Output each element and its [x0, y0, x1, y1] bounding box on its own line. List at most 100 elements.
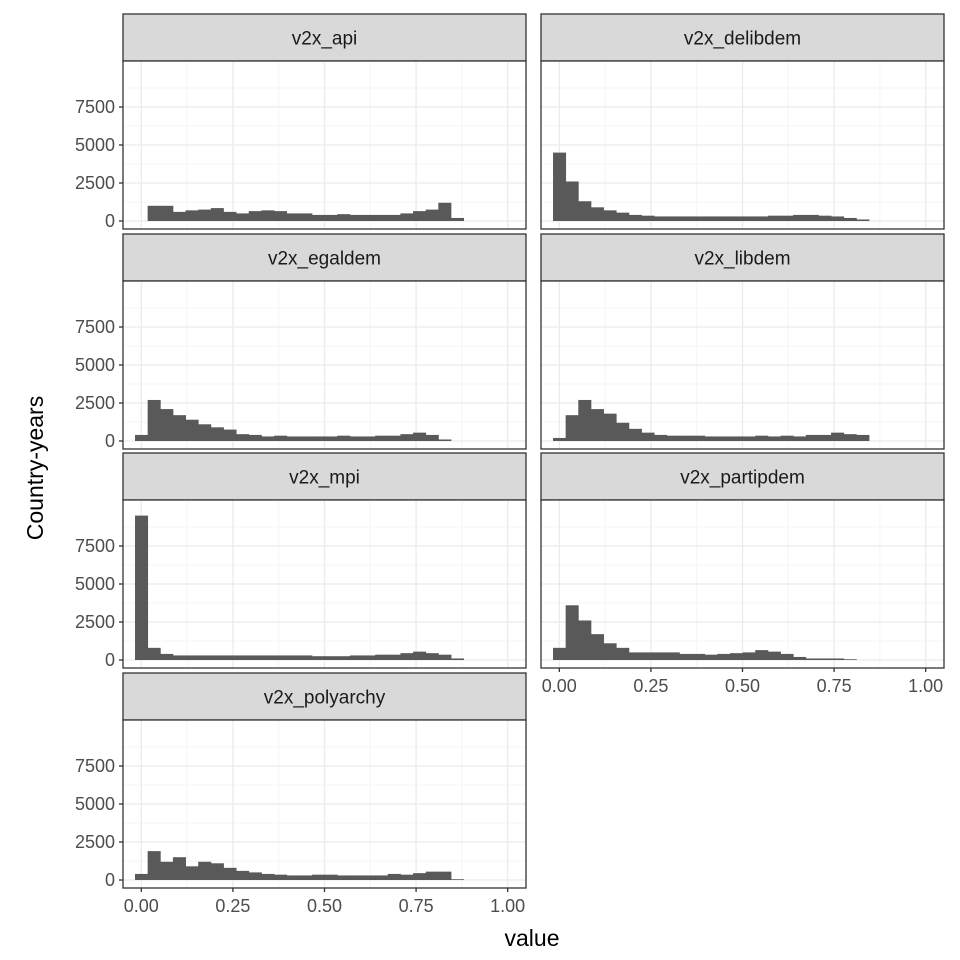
histogram-bar	[147, 205, 161, 221]
histogram-bar	[147, 647, 161, 660]
y-tick-label: 0	[105, 211, 115, 231]
y-tick-label: 7500	[75, 756, 115, 776]
x-tick-label: 0.75	[399, 896, 434, 916]
histogram-bar	[248, 434, 262, 441]
histogram-bar	[704, 654, 718, 660]
facet-strip	[540, 13, 945, 62]
histogram-bar	[438, 871, 452, 880]
histogram-bar	[299, 213, 313, 221]
histogram-bar	[198, 655, 212, 660]
histogram-bar	[831, 658, 845, 660]
histogram-bar	[438, 654, 452, 660]
histogram-bar	[236, 434, 250, 441]
histogram-bar	[767, 436, 781, 441]
y-axis-title: Country-years	[22, 396, 48, 540]
y-tick-label: 7500	[75, 317, 115, 337]
facet-v2x_egaldem: v2x_egaldem 0 2500 5000 7500	[75, 233, 527, 451]
histogram-bar	[451, 658, 465, 660]
histogram-bar	[425, 209, 439, 221]
y-tick-label: 2500	[75, 173, 115, 193]
histogram-bar	[324, 874, 338, 880]
histogram-bar	[172, 211, 186, 221]
histogram-bar	[160, 653, 174, 660]
y-tick-label: 7500	[75, 536, 115, 556]
histogram-bar	[780, 215, 794, 221]
histogram-bar	[843, 217, 857, 221]
histogram-bar	[425, 871, 439, 880]
histogram-bar	[692, 653, 706, 660]
y-tick-label: 2500	[75, 393, 115, 413]
histogram-bar	[654, 216, 668, 221]
histogram-bar	[729, 216, 744, 221]
histogram-bar	[248, 211, 262, 221]
facet-strip-label: v2x_egaldem	[268, 249, 381, 270]
histogram-bar	[400, 213, 414, 221]
y-tick-label: 0	[105, 431, 115, 451]
histogram-bar	[299, 655, 313, 660]
histogram-bar	[590, 409, 604, 441]
histogram-bar	[603, 643, 617, 660]
histogram-bar	[223, 867, 237, 880]
histogram-bar	[742, 216, 756, 221]
histogram-bar	[450, 217, 465, 221]
y-tick-label: 7500	[75, 97, 115, 117]
histogram-bar	[400, 434, 414, 441]
histogram-bar	[286, 875, 300, 880]
y-tick-label: 0	[105, 650, 115, 670]
y-tick-label: 2500	[75, 832, 115, 852]
facet-strip-label: v2x_libdem	[694, 249, 790, 270]
histogram-bar	[261, 436, 275, 441]
histogram-bar	[704, 436, 718, 441]
histogram-bar	[362, 655, 376, 660]
histogram-bar	[578, 201, 592, 221]
histogram-bar	[362, 875, 376, 880]
histogram-bar	[274, 211, 288, 221]
histogram-bar	[261, 655, 275, 660]
histogram-bar	[666, 652, 680, 660]
histogram-bar	[654, 434, 668, 441]
x-tick-label: 1.00	[490, 896, 525, 916]
histogram-bar	[438, 202, 452, 221]
histogram-bar	[349, 655, 363, 660]
y-tick-label: 5000	[75, 355, 115, 375]
histogram-bar	[160, 409, 174, 441]
histogram-bar	[160, 205, 174, 221]
x-tick-label: 0.75	[817, 676, 852, 696]
histogram-bar	[553, 647, 567, 660]
histogram-bar	[818, 434, 832, 441]
histogram-bar	[286, 213, 300, 221]
histogram-bar	[843, 659, 857, 660]
histogram-bar	[160, 861, 174, 880]
x-axis-title: value	[505, 925, 560, 951]
y-tick-label: 5000	[75, 574, 115, 594]
histogram-bar	[818, 215, 832, 221]
histogram-bar	[805, 214, 819, 221]
histogram-bar	[641, 215, 655, 221]
histogram-bar	[755, 216, 769, 221]
histogram-bar	[413, 651, 427, 660]
histogram-bar	[362, 436, 376, 441]
histogram-bar	[185, 210, 199, 221]
histogram-bar	[387, 214, 401, 221]
histogram-bar	[286, 655, 300, 660]
histogram-bar	[210, 863, 224, 880]
histogram-bar	[780, 653, 794, 660]
panel-border	[540, 280, 945, 450]
histogram-bar	[717, 216, 731, 221]
histogram-bar	[375, 214, 389, 221]
histogram-bar	[616, 422, 630, 441]
x-tick-label: 0.50	[725, 676, 760, 696]
histogram-bar	[311, 874, 326, 880]
histogram-bar	[223, 429, 237, 441]
histogram-bar	[805, 658, 819, 660]
facet-strip	[540, 452, 945, 501]
histogram-bar	[337, 435, 351, 441]
x-tick-label: 0.00	[542, 676, 577, 696]
histogram-bar	[742, 436, 756, 441]
facet-strip-label: v2x_api	[292, 29, 358, 50]
histogram-bar	[185, 419, 199, 441]
facet-strip-label: v2x_polyarchy	[264, 688, 386, 709]
y-tick-label: 2500	[75, 612, 115, 632]
histogram-bar	[362, 214, 376, 221]
histogram-bar	[135, 434, 149, 441]
